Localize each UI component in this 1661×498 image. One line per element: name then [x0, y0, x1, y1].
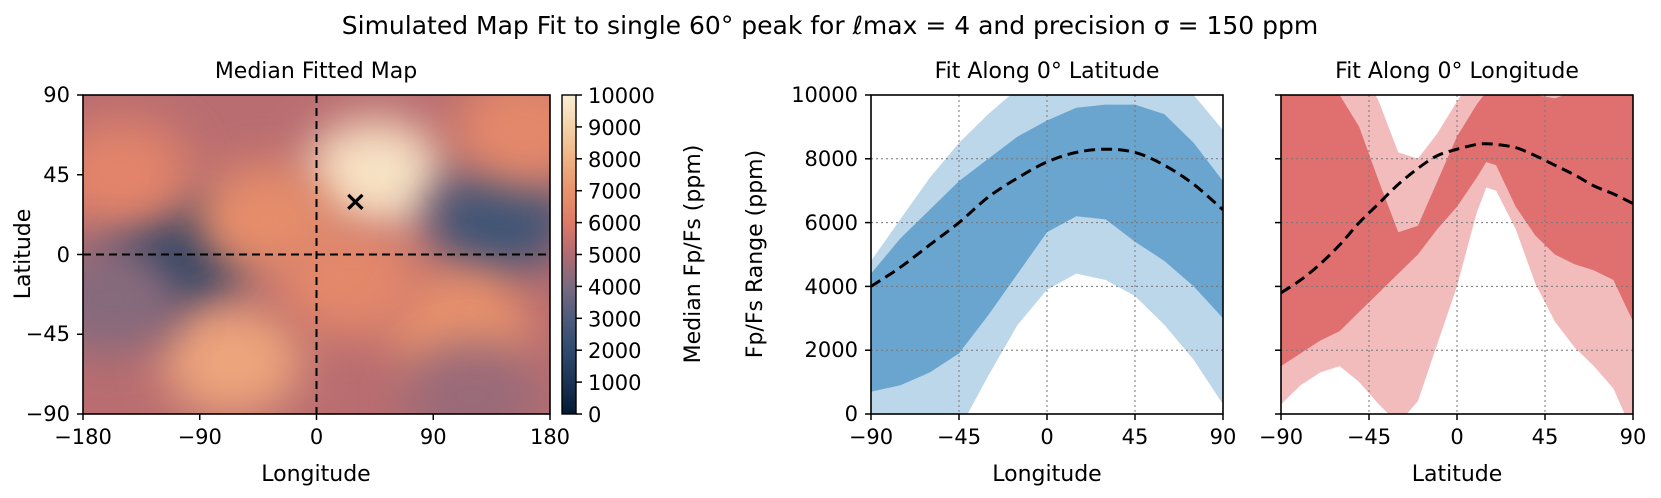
colorbar-tick-label: 3000: [588, 307, 641, 331]
lon-fit-xtick-label: 90: [1620, 425, 1647, 449]
map-y-axis: 90 45 0 −45 −90 Latitude: [11, 83, 83, 426]
lon-fit-bands: [1281, 95, 1633, 414]
lat-fit-ytick-label: 4000: [805, 275, 858, 299]
lat-fit-xtick-label: 0: [1040, 425, 1053, 449]
colorbar-tick-label: 4000: [588, 275, 641, 299]
map-peak-marker: ×: [344, 184, 367, 217]
map-ytick-label: −45: [26, 322, 70, 346]
colorbar-tick-label: 1000: [588, 371, 641, 395]
map-blob: [304, 119, 445, 230]
map-ytick-label: 90: [43, 83, 70, 107]
colorbar-tick-label: 8000: [588, 148, 641, 172]
map-xtick-label: −180: [54, 425, 112, 449]
lat-fit-xtick-label: −45: [937, 425, 981, 449]
lon-fit-y-axis: [1275, 94, 1281, 415]
colorbar-tick-label: 5000: [588, 244, 641, 268]
map-title: Median Fitted Map: [215, 59, 417, 84]
colorbar-tick-label: 0: [588, 403, 601, 427]
lon-fit-grid: [1281, 95, 1633, 414]
map-blob: [83, 243, 179, 354]
colorbar-tick-label: 10000: [588, 84, 655, 108]
map-ytick-label: 45: [43, 163, 70, 187]
lon-fit-x-axis: −90 −45 0 45 90 Latitude: [1259, 414, 1647, 487]
lat-fit-ylabel: Fp/Fs Range (ppm): [743, 150, 768, 358]
map-blob: [194, 164, 335, 275]
lat-fit-ytick-label: 8000: [805, 147, 858, 171]
colorbar-tick-label: 2000: [588, 339, 641, 363]
colorbar-tick-label: 6000: [588, 212, 641, 236]
lon-fit-xlabel: Latitude: [1412, 462, 1503, 487]
lat-fit-xtick-label: 90: [1210, 425, 1237, 449]
map-panel: Median Fitted Map × −180 −90 0 90 180 Lo…: [11, 59, 570, 487]
map-ylabel: Latitude: [11, 209, 36, 300]
lon-fit-panel: Fit Along 0° Longitude −90 −45 0 45 90 L…: [1259, 59, 1647, 487]
map-blob: [83, 119, 192, 230]
lon-fit-xtick-label: 0: [1450, 425, 1463, 449]
map-blob: [162, 305, 303, 414]
lat-fit-title: Fit Along 0° Latitude: [935, 59, 1160, 84]
map-blob: [454, 95, 550, 186]
colorbar-gradient: [561, 94, 577, 415]
lon-fit-model-line: [1281, 142, 1633, 295]
lat-fit-xlabel: Longitude: [992, 462, 1101, 487]
lat-fit-y-axis: 0 2000 4000 6000 8000 10000 Fp/Fs Range …: [743, 83, 871, 426]
lat-fit-ytick-label: 2000: [805, 338, 858, 362]
lon-fit-xtick-label: −90: [1259, 425, 1303, 449]
colorbar-ticks: 1000090008000700060005000400030002000100…: [576, 84, 655, 427]
lat-fit-bands: [871, 95, 1223, 414]
lat-fit-xtick-label: −90: [849, 425, 893, 449]
lat-fit-model-line: [871, 147, 1223, 288]
lat-fit-xtick-label: 45: [1122, 425, 1149, 449]
lat-fit-x-axis: −90 −45 0 45 90 Longitude: [849, 414, 1237, 487]
map-blob: [402, 341, 543, 414]
lon-fit-xtick-label: 45: [1532, 425, 1559, 449]
colorbar-tick-label: 7000: [588, 180, 641, 204]
colorbar: 1000090008000700060005000400030002000100…: [561, 84, 706, 427]
lat-fit-ytick-label: 10000: [791, 83, 858, 107]
lat-fit-panel: Fit Along 0° Latitude −90 −45 0 45 90 Lo…: [743, 59, 1236, 487]
map-xtick-label: 180: [530, 425, 570, 449]
map-x-axis: −180 −90 0 90 180 Longitude: [54, 414, 570, 487]
figure-title: Simulated Map Fit to single 60° peak for…: [342, 11, 1318, 40]
map-xtick-label: −90: [178, 425, 222, 449]
lon-fit-inner-band: [1281, 95, 1633, 367]
lat-fit-ytick-label: 6000: [805, 211, 858, 235]
map-xtick-label: 90: [420, 425, 447, 449]
map-ytick-label: 0: [57, 243, 70, 267]
map-xtick-label: 0: [310, 425, 323, 449]
lon-fit-xtick-label: −45: [1347, 425, 1391, 449]
colorbar-tick-label: 9000: [588, 116, 641, 140]
map-blobs: [83, 95, 550, 414]
colorbar-label: Median Fp/Fs (ppm): [681, 145, 706, 364]
map-blob: [428, 164, 550, 275]
map-ytick-label: −90: [26, 402, 70, 426]
map-xlabel: Longitude: [261, 462, 370, 487]
lon-fit-title: Fit Along 0° Longitude: [1335, 59, 1579, 84]
lat-fit-grid: [871, 95, 1223, 414]
lat-fit-ytick-label: 0: [845, 402, 858, 426]
